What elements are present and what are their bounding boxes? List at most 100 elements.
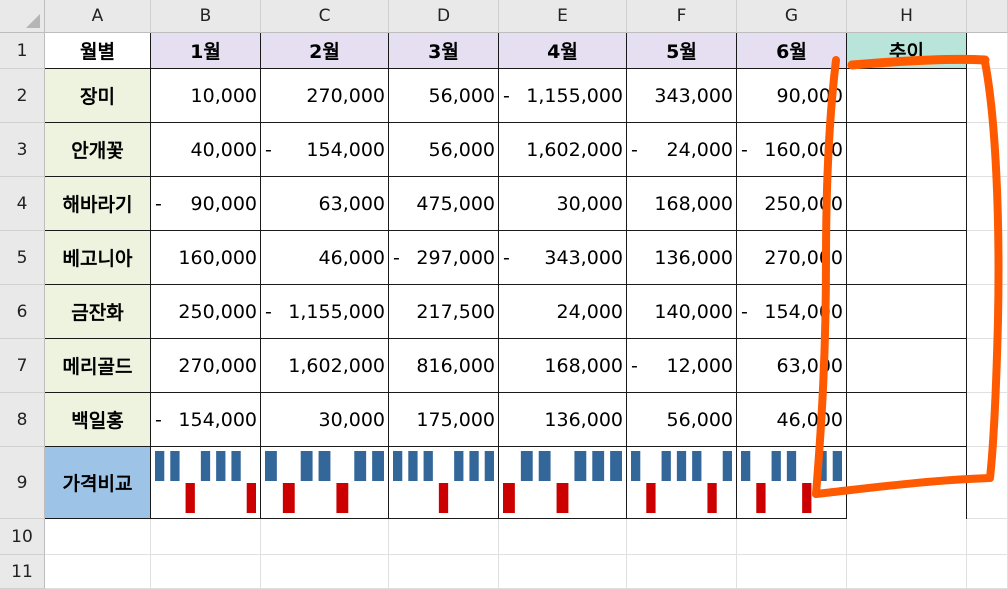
trend-cell[interactable] — [847, 285, 967, 339]
value-cell[interactable]: -1,155,000 — [499, 69, 627, 123]
column-header-e[interactable]: E — [499, 0, 627, 33]
flower-name-cell[interactable]: 백일홍 — [45, 393, 151, 447]
value-cell[interactable]: 90,000 — [737, 69, 847, 123]
row-header-3[interactable]: 3 — [0, 123, 45, 177]
header-label-cell[interactable]: 월별 — [45, 33, 151, 69]
value-cell[interactable]: 136,000 — [499, 393, 627, 447]
value-cell[interactable]: 168,000 — [627, 177, 737, 231]
value-cell[interactable]: 168,000 — [499, 339, 627, 393]
empty-cell[interactable] — [261, 555, 389, 589]
flower-name-cell[interactable]: 해바라기 — [45, 177, 151, 231]
value-cell[interactable]: - 12,000 — [627, 339, 737, 393]
month-header-2[interactable]: 2월 — [261, 33, 389, 69]
column-header-blank[interactable] — [967, 0, 1008, 33]
value-cell[interactable]: 46,000 — [261, 231, 389, 285]
row-header-5[interactable]: 5 — [0, 231, 45, 285]
value-cell[interactable]: 46,000 — [737, 393, 847, 447]
empty-cell[interactable] — [847, 555, 967, 589]
flower-name-cell[interactable]: 금잔화 — [45, 285, 151, 339]
empty-cell[interactable] — [967, 285, 1008, 339]
empty-cell[interactable] — [737, 519, 847, 555]
empty-cell[interactable] — [967, 393, 1008, 447]
flower-name-cell[interactable]: 베고니아 — [45, 231, 151, 285]
empty-cell[interactable] — [967, 69, 1008, 123]
empty-cell[interactable] — [967, 519, 1008, 555]
value-cell[interactable]: 40,000 — [151, 123, 261, 177]
value-cell[interactable]: -154,000 — [737, 285, 847, 339]
row-header-2[interactable]: 2 — [0, 69, 45, 123]
value-cell[interactable]: 56,000 — [627, 393, 737, 447]
empty-cell[interactable] — [967, 447, 1008, 519]
value-cell[interactable]: -154,000 — [151, 393, 261, 447]
row-header-10[interactable]: 10 — [0, 519, 45, 555]
column-header-d[interactable]: D — [389, 0, 499, 33]
column-header-a[interactable]: A — [45, 0, 151, 33]
empty-cell[interactable] — [151, 555, 261, 589]
flower-name-cell[interactable]: 장미 — [45, 69, 151, 123]
value-cell[interactable]: 270,000 — [151, 339, 261, 393]
flower-name-cell[interactable]: 안개꽃 — [45, 123, 151, 177]
column-header-g[interactable]: G — [737, 0, 847, 33]
value-cell[interactable]: 1,602,000 — [261, 339, 389, 393]
value-cell[interactable]: -160,000 — [737, 123, 847, 177]
empty-cell[interactable] — [967, 231, 1008, 285]
empty-cell[interactable] — [45, 555, 151, 589]
win-loss-sparkline-cell[interactable] — [151, 447, 261, 519]
row-header-4[interactable]: 4 — [0, 177, 45, 231]
trend-cell[interactable] — [847, 447, 967, 519]
win-loss-sparkline-cell[interactable] — [261, 447, 389, 519]
value-cell[interactable]: 1,602,000 — [499, 123, 627, 177]
value-cell[interactable]: 475,000 — [389, 177, 499, 231]
trend-header[interactable]: 추이 — [847, 33, 967, 69]
empty-cell[interactable] — [847, 519, 967, 555]
row-header-9[interactable]: 9 — [0, 447, 45, 519]
value-cell[interactable]: 175,000 — [389, 393, 499, 447]
trend-cell[interactable] — [847, 69, 967, 123]
value-cell[interactable]: 30,000 — [261, 393, 389, 447]
column-header-b[interactable]: B — [151, 0, 261, 33]
month-header-4[interactable]: 4월 — [499, 33, 627, 69]
trend-cell[interactable] — [847, 393, 967, 447]
empty-cell[interactable] — [45, 519, 151, 555]
empty-cell[interactable] — [967, 177, 1008, 231]
value-cell[interactable]: 343,000 — [627, 69, 737, 123]
empty-cell[interactable] — [499, 555, 627, 589]
value-cell[interactable]: 56,000 — [389, 123, 499, 177]
month-header-5[interactable]: 5월 — [627, 33, 737, 69]
value-cell[interactable]: 217,500 — [389, 285, 499, 339]
value-cell[interactable]: 270,000 — [261, 69, 389, 123]
win-loss-sparkline-cell[interactable] — [389, 447, 499, 519]
month-header-3[interactable]: 3월 — [389, 33, 499, 69]
value-cell[interactable]: 250,000 — [737, 177, 847, 231]
value-cell[interactable]: 136,000 — [627, 231, 737, 285]
column-header-h[interactable]: H — [847, 0, 967, 33]
value-cell[interactable]: -154,000 — [261, 123, 389, 177]
value-cell[interactable]: 63,000 — [261, 177, 389, 231]
select-all-button[interactable] — [0, 0, 45, 33]
row-header-8[interactable]: 8 — [0, 393, 45, 447]
value-cell[interactable]: 63,000 — [737, 339, 847, 393]
value-cell[interactable]: 56,000 — [389, 69, 499, 123]
value-cell[interactable]: 30,000 — [499, 177, 627, 231]
value-cell[interactable]: - 90,000 — [151, 177, 261, 231]
empty-cell[interactable] — [499, 519, 627, 555]
empty-cell[interactable] — [627, 555, 737, 589]
empty-cell[interactable] — [967, 33, 1008, 69]
value-cell[interactable]: 24,000 — [499, 285, 627, 339]
value-cell[interactable]: -1,155,000 — [261, 285, 389, 339]
empty-cell[interactable] — [389, 555, 499, 589]
empty-cell[interactable] — [967, 123, 1008, 177]
empty-cell[interactable] — [967, 555, 1008, 589]
empty-cell[interactable] — [151, 519, 261, 555]
value-cell[interactable]: 250,000 — [151, 285, 261, 339]
win-loss-sparkline-cell[interactable] — [499, 447, 627, 519]
trend-cell[interactable] — [847, 231, 967, 285]
value-cell[interactable]: 270,000 — [737, 231, 847, 285]
value-cell[interactable]: -297,000 — [389, 231, 499, 285]
row-header-1[interactable]: 1 — [0, 33, 45, 69]
trend-cell[interactable] — [847, 177, 967, 231]
month-header-6[interactable]: 6월 — [737, 33, 847, 69]
value-cell[interactable]: 10,000 — [151, 69, 261, 123]
row-header-7[interactable]: 7 — [0, 339, 45, 393]
row-header-6[interactable]: 6 — [0, 285, 45, 339]
